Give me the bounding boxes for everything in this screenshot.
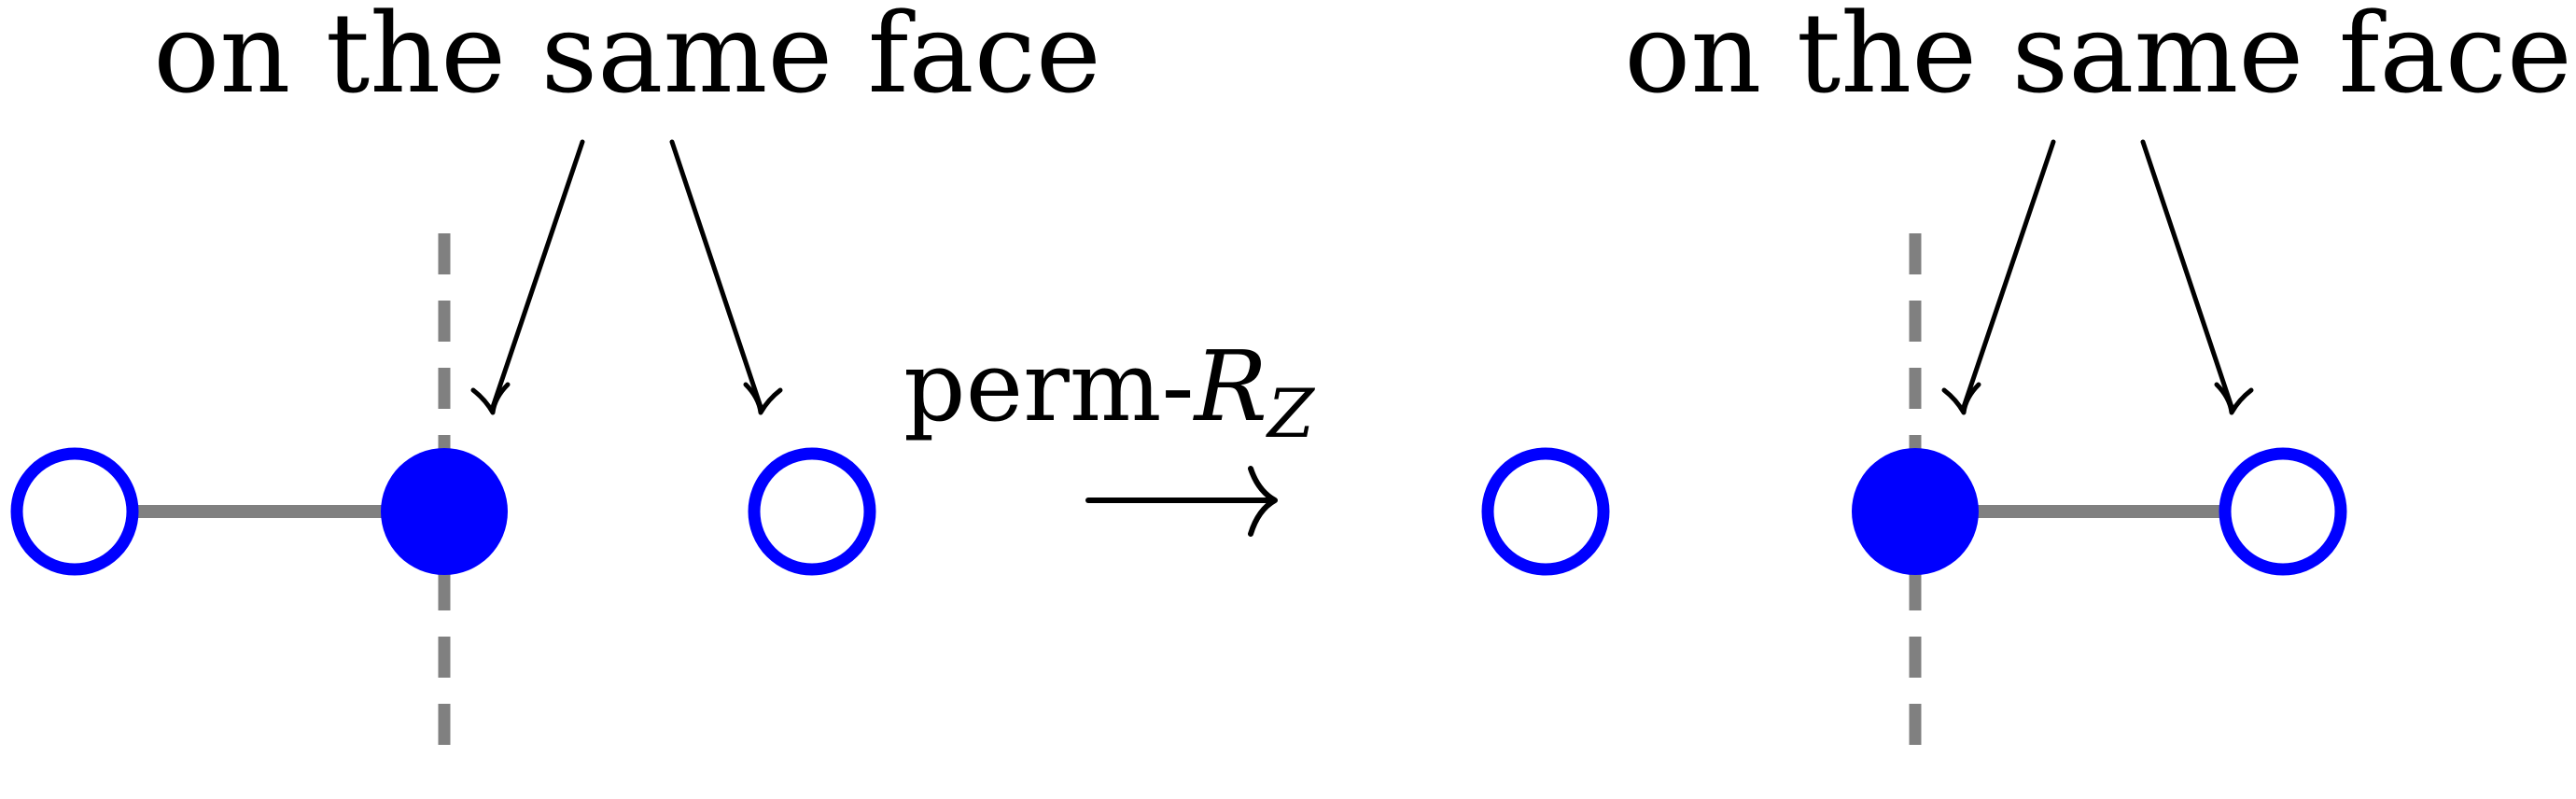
long-right-arrow-icon: [1085, 466, 1278, 537]
operation-label: perm-RZ: [903, 329, 1316, 453]
right-caption: on the same face: [1624, 0, 2571, 118]
right-panel: on the same face: [1481, 0, 2572, 771]
left-caption: on the same face: [153, 0, 1100, 118]
operation-symbol: R: [1193, 329, 1267, 443]
operation-group: perm-RZ: [903, 329, 1316, 537]
left-open-qubit-1: [10, 447, 139, 576]
right-pointer-arrow-1: [1941, 139, 2056, 415]
right-open-qubit-2: [2219, 447, 2347, 576]
right-pointer-arrow-2: [2140, 139, 2254, 415]
right-open-qubit-1: [1481, 447, 1610, 576]
operation-subscript: Z: [1266, 374, 1316, 453]
left-filled-qubit: [381, 448, 508, 575]
operation-prefix: perm-: [903, 329, 1195, 443]
left-open-qubit-2: [748, 447, 876, 576]
left-panel: on the same face: [10, 0, 1101, 771]
left-pointer-arrow-2: [669, 139, 783, 415]
left-pointer-arrow-1: [470, 139, 585, 415]
right-filled-qubit: [1852, 448, 1979, 575]
